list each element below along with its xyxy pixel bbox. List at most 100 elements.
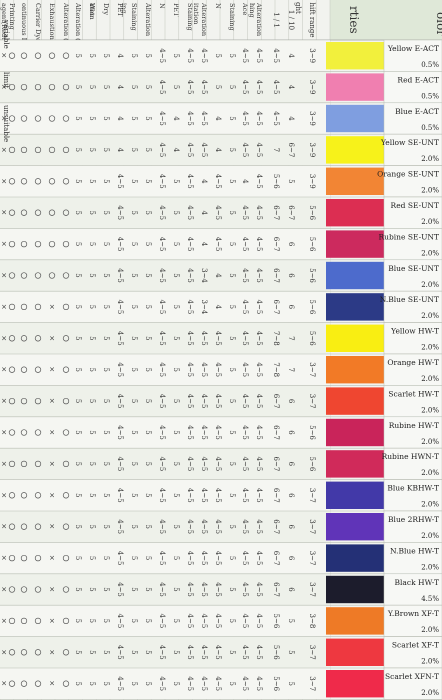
color-pct: 2.0% xyxy=(421,155,439,163)
cell-value: 4~5 xyxy=(214,331,222,346)
color-pct: 2.0% xyxy=(421,501,439,509)
cell-value: 4~5 xyxy=(214,362,222,377)
color-name: Orange HW-T xyxy=(387,358,439,367)
circle-symbol xyxy=(34,366,42,373)
cell-value: 4~5 xyxy=(255,645,263,660)
cell-shift: 3~7 xyxy=(308,394,316,409)
cell-value: 5 xyxy=(102,619,110,623)
color-name: Yellow SE-UNT xyxy=(380,138,439,147)
cell-value: 4~5 xyxy=(158,300,166,315)
circle-symbol xyxy=(34,460,42,468)
cell-value: 5 xyxy=(172,430,180,434)
color-swatch xyxy=(326,73,384,101)
circle-symbol xyxy=(34,52,42,59)
cell-value: 5 xyxy=(88,273,96,277)
cell-value: 4~5 xyxy=(158,582,166,597)
cell-value: 5 xyxy=(88,336,96,340)
cell-value: 5 xyxy=(228,305,236,309)
circle-symbol xyxy=(8,366,16,373)
cell-value: 4~5 xyxy=(186,362,194,377)
circle-symbol xyxy=(20,209,28,216)
cell-value: 5 xyxy=(102,305,110,309)
color-swatch xyxy=(326,607,384,635)
cell-value: 4~5 xyxy=(200,519,208,534)
cell-value: 5 xyxy=(88,367,96,371)
header-properties: rties xyxy=(347,6,361,34)
cell-value: 4~5 xyxy=(116,488,124,503)
cell-value: 4~5 xyxy=(186,582,194,597)
cell-value: 5 xyxy=(172,210,180,214)
circle-symbol xyxy=(20,303,28,311)
cell-value: 4~5 xyxy=(241,582,249,597)
cell-value: 5 xyxy=(130,85,138,89)
cell-ratio-1-1: 5~6 xyxy=(272,676,280,691)
cell-value: 4~5 xyxy=(158,519,166,534)
circle-symbol xyxy=(62,492,70,499)
circle-symbol xyxy=(8,209,16,216)
cell-ratio-1-1: 4~5 xyxy=(272,80,280,95)
cell-value: 5 xyxy=(130,493,138,497)
cell-value: 4~5 xyxy=(200,48,208,63)
cell-value: 5 xyxy=(130,242,138,246)
cell-shift: 3~7 xyxy=(308,488,316,503)
color-name: Rubine HWN-T xyxy=(382,452,439,461)
cell-value: 4~5 xyxy=(158,237,166,252)
cell-value: 4~5 xyxy=(158,425,166,440)
circle-symbol xyxy=(20,429,28,436)
cell-value: 4~5 xyxy=(186,143,194,158)
circle-symbol xyxy=(8,649,16,656)
color-name: Blue KBHW-T xyxy=(387,484,439,493)
circle-symbol xyxy=(34,272,42,279)
color-name: Blue 2RHW-T xyxy=(388,515,439,524)
color-swatch xyxy=(326,387,384,415)
circle-symbol xyxy=(20,523,28,530)
cell-value: 4~5 xyxy=(255,331,263,346)
circle-symbol xyxy=(34,240,42,248)
cell-shift: 5~6 xyxy=(308,237,316,252)
cell-value: 4~5 xyxy=(241,143,249,158)
cell-shift: 5~6 xyxy=(308,457,316,472)
group-header: hing xyxy=(248,3,256,18)
cell-value: 5 xyxy=(102,336,110,340)
color-pct: 2.0% xyxy=(421,406,439,414)
cell-value: 4~5 xyxy=(255,174,263,189)
cell-value: 4~5 xyxy=(116,331,124,346)
cell-value: 4~5 xyxy=(186,237,194,252)
column-header: N xyxy=(214,3,222,9)
cell-ratio-1-1: 5~6 xyxy=(272,645,280,660)
cell-value: 5 xyxy=(144,210,152,214)
circle-symbol xyxy=(20,52,28,59)
cell-ratio-1-10: 5 xyxy=(287,179,295,183)
cell-ratio-1-1: 6~7 xyxy=(272,268,280,283)
color-pct: 2.0% xyxy=(421,281,439,289)
cell-value: 5 xyxy=(130,619,138,623)
cell-value: 4~5 xyxy=(241,48,249,63)
color-label-cell xyxy=(383,133,442,166)
cell-value: 4~5 xyxy=(116,551,124,566)
cell-value: 5 xyxy=(228,681,236,685)
cell-value: 4~5 xyxy=(200,111,208,126)
cell-ratio-1-1: 6~7 xyxy=(272,237,280,252)
color-pct: 2.0% xyxy=(421,375,439,383)
cell-value: 5 xyxy=(228,650,236,654)
circle-symbol xyxy=(48,83,56,91)
cell-value: 5 xyxy=(102,85,110,89)
cell-ratio-1-10: 5 xyxy=(287,619,295,623)
cell-value: 5 xyxy=(144,619,152,623)
cell-value: 5 xyxy=(74,524,82,528)
color-name: Red E-ACT xyxy=(397,75,439,84)
cell-value: 5 xyxy=(88,179,96,183)
cell-value: 5 xyxy=(102,399,110,403)
color-name: Scarlet XF-T xyxy=(392,641,439,650)
cell-value: 4~5 xyxy=(186,676,194,691)
cell-value: 4~5 xyxy=(186,300,194,315)
circle-symbol xyxy=(20,680,28,687)
cell-value: 4~5 xyxy=(116,394,124,409)
cross-symbol: × xyxy=(1,209,7,217)
circle-symbol xyxy=(62,429,70,436)
cell-value: 4~5 xyxy=(186,111,194,126)
cell-value: 4~5 xyxy=(186,614,194,629)
column-header: Carrier Dyeing xyxy=(34,3,42,52)
cell-value: 4~5 xyxy=(255,488,263,503)
circle-symbol xyxy=(20,649,28,656)
